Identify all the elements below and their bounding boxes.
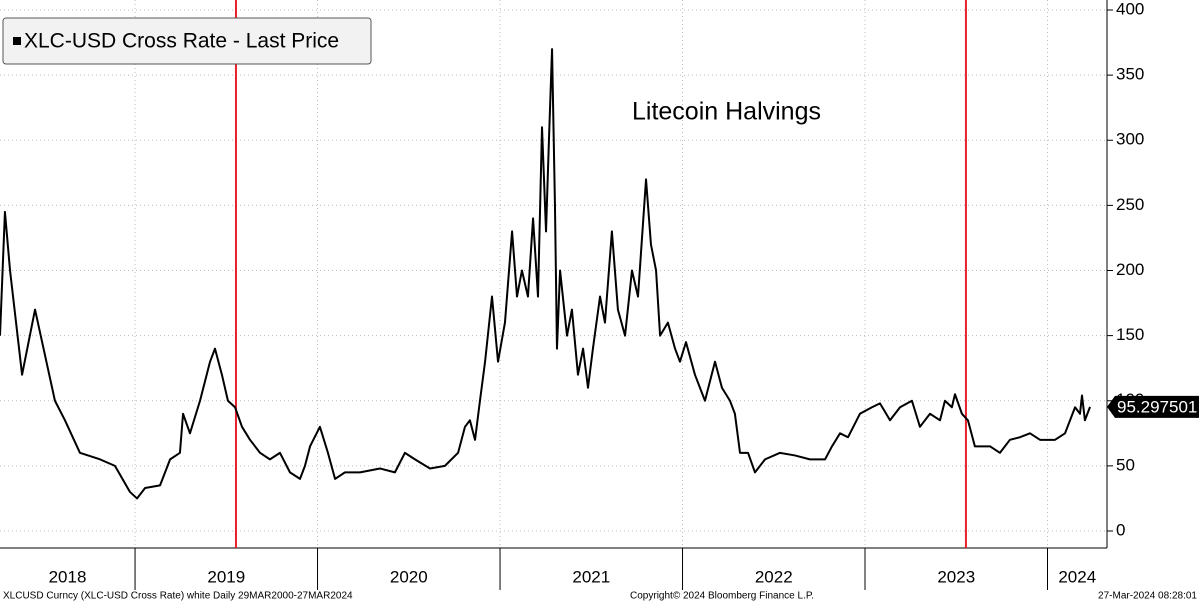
y-tick-label: 350	[1116, 65, 1144, 84]
x-tick-label: 2021	[572, 567, 610, 586]
y-tick-label: 400	[1116, 0, 1144, 18]
legend-swatch	[13, 37, 21, 45]
grid: 0501001502002503003504002018201920202021…	[0, 0, 1144, 590]
y-tick-label: 200	[1116, 260, 1144, 279]
x-tick-label: 2018	[49, 567, 87, 586]
footer-right: 27-Mar-2024 08:28:01	[1098, 591, 1197, 602]
legend-box	[2, 17, 372, 65]
footer-left: XLCUSD Curncy (XLC-USD Cross Rate) white…	[3, 591, 353, 602]
y-tick-label: 50	[1116, 455, 1135, 474]
x-tick-label: 2023	[937, 567, 975, 586]
legend-label: XLC-USD Cross Rate - Last Price	[24, 30, 339, 53]
y-tick-label: 150	[1116, 325, 1144, 344]
x-tick-label: 2024	[1058, 567, 1096, 586]
last-value-flag	[1107, 395, 1199, 418]
annotation: Litecoin Halvings	[632, 98, 821, 126]
y-tick-label: 250	[1116, 195, 1144, 214]
price-line	[0, 48, 1091, 500]
y-tick-label: 300	[1116, 130, 1144, 149]
footer-center: Copyright© 2024 Bloomberg Finance L.P.	[630, 591, 814, 602]
x-tick-label: 2022	[755, 567, 793, 586]
last-value-label: 95.297501	[1117, 397, 1197, 416]
plot: 95.297501	[0, 0, 1199, 548]
x-tick-label: 2019	[207, 567, 245, 586]
y-tick-label: 0	[1116, 520, 1125, 539]
legend: XLC-USD Cross Rate - Last Price	[2, 17, 372, 65]
x-tick-label: 2020	[390, 567, 428, 586]
